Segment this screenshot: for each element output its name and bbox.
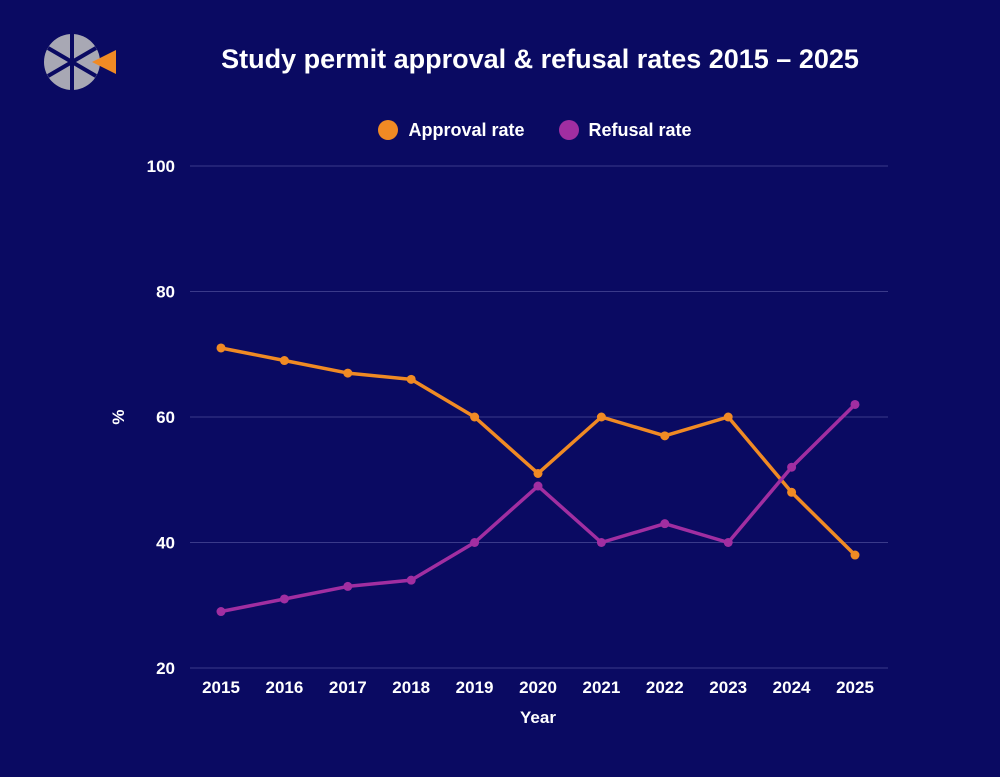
- x-tick-label: 2019: [456, 678, 494, 697]
- logo-divider-diag-b: [46, 46, 98, 78]
- data-point-approval-rate: [216, 343, 226, 353]
- y-axis-ticks: 20 40 60 80 100: [147, 157, 175, 678]
- y-tick-label: 60: [156, 408, 175, 427]
- data-point-approval-rate: [596, 412, 606, 422]
- data-point-approval-rate: [406, 374, 416, 384]
- y-tick-label: 100: [147, 157, 175, 176]
- y-tick-label: 80: [156, 283, 175, 302]
- x-axis-ticks: 2015 2016 2017 2018 2019 2020 2021 2022 2023 2024…: [202, 678, 874, 697]
- legend-marker-approval: [378, 120, 399, 140]
- y-tick-label: 40: [156, 534, 175, 553]
- legend-marker-refusal: [558, 120, 579, 140]
- series-line-approval-rate: [219, 346, 857, 557]
- data-point-refusal-rate: [596, 538, 606, 547]
- y-tick-label: 20: [156, 659, 175, 678]
- logo-orange-wedge: [92, 50, 116, 74]
- legend: Approval rate Refusal rate: [0, 116, 1000, 144]
- data-point-refusal-rate: [533, 481, 543, 491]
- data-point-approval-rate: [470, 412, 480, 422]
- x-tick-label: 2018: [392, 678, 430, 697]
- x-axis-title: Year: [520, 708, 556, 727]
- gridlines: [190, 165, 888, 669]
- data-point-refusal-rate: [406, 575, 416, 585]
- data-point-approval-rate: [660, 431, 670, 441]
- data-point-approval-rate: [279, 356, 289, 366]
- x-tick-label: 2023: [709, 678, 747, 697]
- data-point-refusal-rate: [216, 607, 226, 617]
- data-point-refusal-rate: [660, 519, 670, 529]
- data-point-refusal-rate: [723, 538, 733, 547]
- legend-item-refusal: Refusal rate: [558, 119, 692, 141]
- x-tick-label: 2017: [329, 678, 367, 697]
- data-point-approval-rate: [723, 412, 733, 422]
- x-tick-label: 2021: [582, 678, 620, 697]
- data-point-approval-rate: [787, 487, 797, 497]
- series-refusal-rate: [216, 399, 860, 617]
- x-tick-label: 2025: [836, 678, 874, 697]
- x-tick-label: 2022: [646, 678, 684, 697]
- legend-item-approval: Approval rate: [378, 119, 525, 141]
- data-point-approval-rate: [850, 550, 860, 560]
- series-line-refusal-rate: [219, 402, 857, 614]
- data-point-refusal-rate: [787, 462, 797, 472]
- data-point-refusal-rate: [850, 399, 860, 409]
- x-tick-label: 2024: [773, 678, 811, 697]
- brand-logo: [44, 34, 116, 90]
- data-point-refusal-rate: [470, 538, 480, 547]
- x-tick-label: 2015: [202, 678, 240, 697]
- data-point-refusal-rate: [279, 594, 289, 604]
- legend-label-refusal: Refusal rate: [588, 119, 692, 140]
- chart-title: Study permit approval & refusal rates 20…: [221, 44, 859, 74]
- data-point-approval-rate: [343, 368, 353, 378]
- data-point-approval-rate: [533, 468, 543, 478]
- x-tick-label: 2020: [519, 678, 557, 697]
- x-tick-label: 2016: [265, 678, 303, 697]
- legend-label-approval: Approval rate: [408, 119, 525, 140]
- series-approval-rate: [216, 343, 860, 560]
- y-axis-title: %: [109, 409, 128, 424]
- data-point-refusal-rate: [343, 581, 353, 591]
- series-lines: [216, 343, 860, 617]
